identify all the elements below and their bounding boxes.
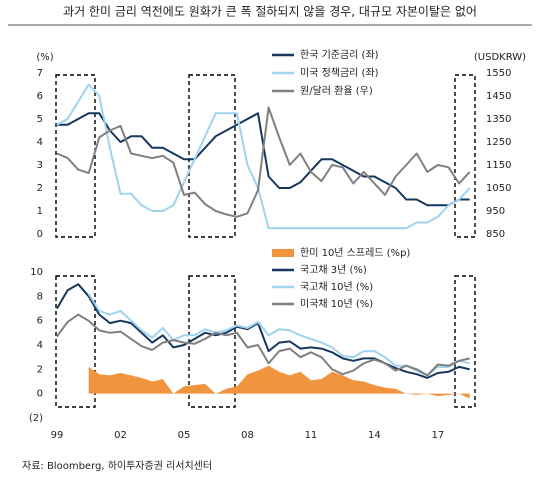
series-line — [56, 283, 470, 379]
series-line — [87, 293, 470, 377]
legend-label: 원/달러 환율 (우) — [300, 85, 373, 97]
y-tick-label: (2) — [29, 413, 43, 424]
highlight-box — [454, 74, 476, 238]
y-tick-label: 6 — [37, 316, 43, 327]
x-tick-label: 17 — [432, 430, 445, 441]
y-tick-label: 10 — [30, 267, 43, 278]
highlight-box — [55, 275, 96, 408]
y2-tick-label: 1350 — [486, 114, 511, 125]
y2-tick-label: 950 — [486, 206, 505, 217]
y2-tick-label: 1450 — [486, 91, 511, 102]
x-tick-label: 14 — [368, 430, 381, 441]
y2-tick-label: 1150 — [486, 160, 511, 171]
y2-tick-label: 1550 — [486, 68, 511, 79]
highlight-box — [188, 74, 236, 238]
y-tick-label: 0 — [37, 229, 43, 240]
y-tick-label: 2 — [37, 364, 43, 375]
x-tick-label: 99 — [51, 430, 64, 441]
y-tick-label: 5 — [37, 114, 43, 125]
legend-label: 한미 10년 스프레드 (%p) — [300, 247, 410, 259]
y-tick-label: 6 — [37, 91, 43, 102]
source-note: 자료: Bloomberg, 하이투자증권 리서치센터 — [22, 459, 212, 472]
y2-tick-label: 1050 — [486, 183, 511, 194]
y-tick-label: 3 — [37, 160, 43, 171]
highlight-box — [454, 275, 476, 408]
y-axis-label: (%) — [36, 52, 53, 63]
series-line — [56, 83, 471, 230]
highlight-boxes — [55, 74, 476, 408]
x-tick-label: 02 — [114, 430, 127, 441]
y-tick-label: 8 — [37, 291, 43, 302]
highlight-box — [55, 74, 96, 238]
legend-label: 국고채 3년 (%) — [300, 264, 367, 276]
y-tick-label: 4 — [37, 137, 43, 148]
x-tick-label: 05 — [178, 430, 191, 441]
chart-title: 과거 한미 금리 역전에도 원화가 큰 폭 절하되지 않을 경우, 대규모 자본… — [63, 5, 477, 19]
legend-label: 미국 정책금리 (좌) — [300, 67, 379, 79]
y-tick-label: 1 — [37, 206, 43, 217]
series-line — [56, 106, 471, 218]
y2-axis-label: (USDKRW) — [474, 52, 526, 63]
legend-label: 미국채 10년 (%) — [300, 298, 373, 310]
y-tick-label: 2 — [37, 183, 43, 194]
x-tick-label: 11 — [305, 430, 318, 441]
legend-swatch — [272, 249, 294, 257]
legend-label: 한국 기준금리 (좌) — [300, 49, 379, 61]
y2-tick-label: 1250 — [486, 137, 511, 148]
y-tick-label: 7 — [37, 68, 43, 79]
legend-label: 국고채 10년 (%) — [300, 281, 373, 293]
series-line — [56, 313, 470, 377]
y-tick-label: 4 — [37, 340, 43, 351]
y-tick-label: 0 — [37, 389, 43, 400]
series-area — [88, 365, 470, 399]
y2-tick-label: 850 — [486, 229, 505, 240]
x-tick-label: 08 — [241, 430, 254, 441]
